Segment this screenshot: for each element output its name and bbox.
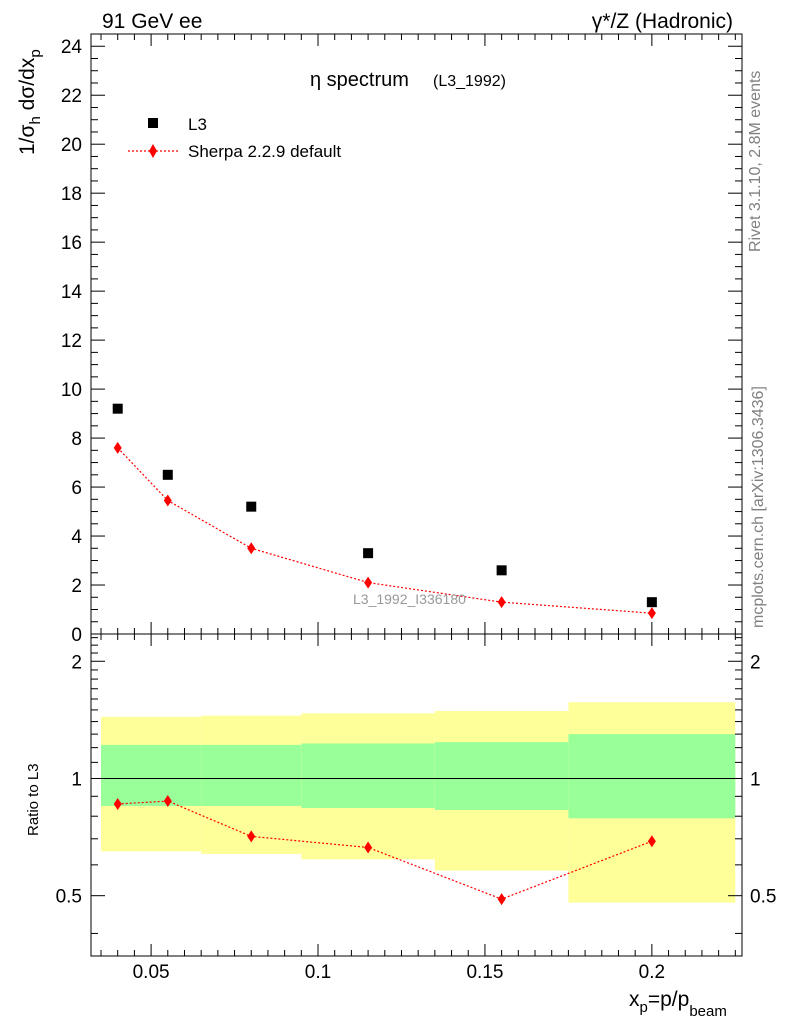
data-point [363, 548, 374, 559]
ratio-y-tick-label-right: 0.5 [750, 887, 776, 908]
y-tick-label: 24 [61, 37, 83, 58]
x-tick-label: 0.2 [639, 962, 665, 983]
ratio-plot-frame [90, 633, 743, 957]
legend-sherpa-marker [149, 144, 157, 158]
mc-point [364, 576, 373, 589]
ratio-mc-point [497, 893, 506, 906]
ratio-plot [90, 633, 743, 957]
ratio-y-tick-label-right: 2 [750, 652, 761, 673]
rivet-version-label: Rivet 3.1.10, 2.8M events [747, 71, 764, 252]
mc-point [647, 607, 656, 620]
x-tick-label: 0.1 [305, 962, 331, 983]
y-tick-label: 10 [61, 380, 82, 401]
x-axis-label: xp=p/pbeam [629, 988, 727, 1020]
y-tick-label: 6 [71, 478, 82, 499]
mc-point [163, 494, 172, 507]
ratio-band-green [101, 744, 202, 806]
ratio-mc-point [364, 841, 373, 854]
analysis-watermark: L3_1992_I336180 [353, 591, 466, 607]
legend: L3 Sherpa 2.2.9 default [128, 115, 341, 161]
ratio-mc-point [163, 795, 172, 808]
mcplots-label: mcplots.cern.ch [arXiv:1306.3436] [750, 386, 767, 628]
ratio-band-green [434, 742, 569, 810]
data-point [496, 565, 507, 576]
mc-point [113, 441, 122, 454]
y-axis-label: 1/σh dσ/dxp [16, 49, 44, 155]
plot-title: η spectrum [310, 69, 409, 91]
mc-point [497, 596, 506, 609]
ratio-mc-point [113, 797, 122, 810]
ratio-mc-line [117, 800, 653, 900]
ratio-y-tick-label-left: 0.5 [56, 887, 82, 908]
ratio-y-tick-label-right: 1 [750, 769, 761, 790]
legend-sherpa-label: Sherpa 2.2.9 default [188, 142, 341, 161]
ratio-band-green [201, 744, 302, 806]
ratio-y-tick-label-left: 2 [71, 652, 82, 673]
header-right-label: γ*/Z (Hadronic) [592, 10, 733, 33]
y-tick-label: 16 [61, 233, 82, 254]
y-tick-label: 12 [61, 331, 82, 352]
data-point [246, 501, 257, 512]
y-tick-label: 22 [61, 86, 82, 107]
legend-l3-label: L3 [188, 115, 207, 134]
y-tick-label: 4 [71, 527, 82, 548]
x-tick-label: 0.15 [466, 962, 503, 983]
ratio-band-green [568, 734, 736, 819]
y-tick-label: 18 [61, 184, 82, 205]
data-point [162, 469, 173, 480]
data-point [646, 597, 657, 608]
y-tick-label: 0 [71, 625, 82, 646]
y-tick-label: 8 [71, 429, 82, 450]
mc-point [247, 542, 256, 555]
x-tick-label: 0.05 [133, 962, 170, 983]
legend-l3-marker [148, 118, 158, 128]
ratio-y-axis-label: Ratio to L3 [25, 763, 42, 836]
ratio-band-green [301, 743, 435, 808]
ratio-mc-point [247, 830, 256, 843]
ratio-mc-point [647, 835, 656, 848]
mc-series-line [117, 447, 652, 614]
ratio-y-tick-label-left: 1 [71, 769, 82, 790]
plot-subtitle: (L3_1992) [433, 73, 506, 90]
header-left-label: 91 GeV ee [102, 10, 202, 33]
data-point [112, 403, 123, 414]
y-tick-label: 2 [71, 576, 82, 597]
y-tick-label: 14 [61, 282, 83, 303]
y-tick-label: 20 [61, 135, 82, 156]
